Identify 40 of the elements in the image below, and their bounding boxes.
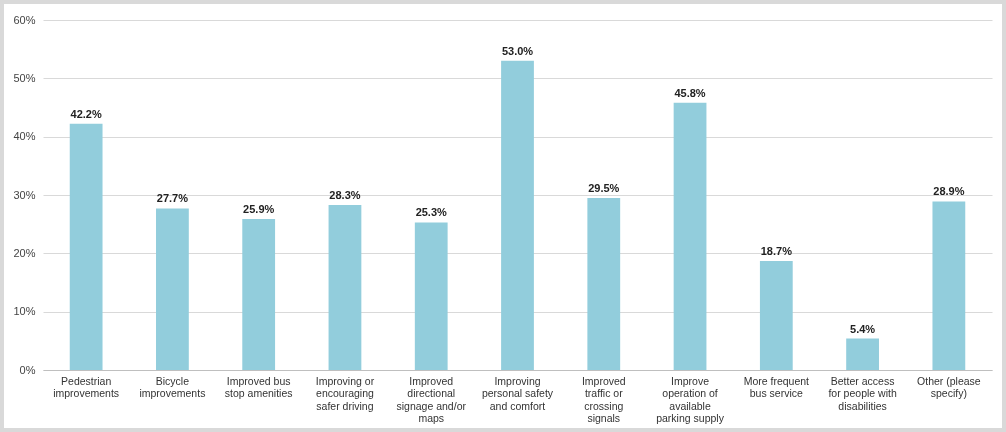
data-label: 45.8% [674,86,706,99]
y-tick-label: 10% [13,305,36,318]
x-tick-label: Improving or encouraging safer driving [315,374,375,412]
bar [846,338,879,370]
y-tick-label: 50% [13,71,36,84]
y-tick-label: 40% [13,130,36,143]
bar [156,208,189,370]
bar [414,222,448,370]
x-tick-label: More frequent bus service [743,374,810,399]
x-tick-label: Pedestrian improvements [53,374,120,399]
x-tick-label: Improve operation of available parking supply [656,374,725,424]
bar [242,218,276,370]
data-label: 25.9% [243,202,275,215]
x-tick-label: Improved directional signage and/or maps [396,374,467,424]
x-tick-label: Other (please specify) [917,374,981,399]
y-tick-label: 30% [13,188,36,201]
data-label: 42.2% [70,107,102,120]
data-label: 25.3% [415,206,448,219]
data-label: 28.3% [329,188,361,201]
bar [759,260,793,370]
data-label: 27.7% [156,192,189,205]
x-tick-label: Better access for people with disabilities [828,374,897,412]
data-label: 29.5% [588,181,620,194]
bar [932,201,966,370]
bar [501,60,534,370]
y-tick-label: 0% [19,363,36,376]
data-label: 18.7% [760,244,793,257]
bar [673,102,707,370]
data-label: 28.9% [933,185,965,198]
data-label: 53.0% [501,44,534,57]
x-tick-label: Improved bus stop amenities [224,374,293,399]
bar [587,197,621,370]
x-tick-label: Bicycle improvements [139,374,206,399]
x-tick-label: Improved traffic or crossing signals [581,374,626,424]
bar [69,123,103,370]
bar [328,204,362,370]
y-tick-label: 20% [13,246,36,259]
y-tick-label: 60% [13,13,36,26]
data-label: 5.4% [850,322,876,335]
x-tick-label: Improving personal safety and comfort [481,374,554,412]
